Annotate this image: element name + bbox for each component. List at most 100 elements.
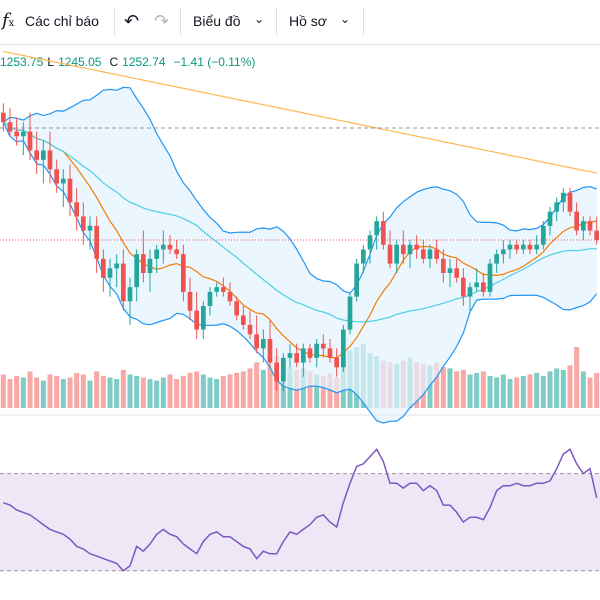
candle-body — [74, 202, 79, 217]
volume-bar — [454, 371, 460, 408]
volume-bar — [440, 366, 446, 408]
candle-body — [341, 329, 346, 368]
candle-body — [194, 310, 199, 330]
change-value: −1.41 (−0.11%) — [173, 55, 256, 69]
volume-bar — [574, 347, 580, 408]
profile-menu-button[interactable]: Hồ sơ — [289, 13, 327, 29]
volume-bar — [594, 372, 600, 408]
volume-bar — [187, 372, 193, 408]
bollinger-upper — [2, 86, 597, 294]
volume-bar — [80, 374, 86, 408]
undo-icon[interactable]: ↶ — [124, 11, 140, 31]
candle-body — [401, 244, 406, 255]
candle-body — [201, 306, 206, 330]
volume-bar — [320, 376, 326, 408]
volume-bar — [7, 379, 13, 408]
candle-body — [441, 258, 446, 273]
candle-body — [261, 339, 266, 349]
candle-body — [467, 287, 473, 297]
candle-body — [141, 254, 146, 273]
candle-body — [367, 235, 373, 250]
candle-body — [307, 348, 313, 358]
open-value: 1253.75 — [0, 55, 44, 69]
rsi-pane — [0, 414, 600, 572]
candle-body — [434, 249, 439, 259]
volume-bar — [500, 374, 506, 408]
rsi-polyline — [3, 448, 598, 572]
candles — [1, 103, 599, 391]
volume-bar — [54, 376, 60, 408]
candle-body — [321, 343, 326, 349]
candle-body — [254, 334, 259, 349]
volume-bar — [494, 377, 500, 408]
candle-body — [447, 268, 453, 273]
candle-body — [574, 211, 579, 231]
candle-body — [14, 131, 19, 137]
candle-body — [381, 221, 386, 245]
candle-body — [294, 353, 299, 363]
volume-bar — [20, 377, 26, 408]
volume-bar — [460, 369, 466, 408]
candle-body — [214, 287, 219, 292]
chart-menu-button[interactable]: Biểu đồ — [193, 13, 241, 29]
candle-body — [347, 296, 353, 330]
volume-bar — [27, 371, 33, 408]
fx-icon[interactable]: fx — [2, 10, 14, 31]
volume-bar — [174, 379, 180, 408]
candle-body — [101, 258, 106, 278]
volume-bar — [147, 379, 153, 408]
volume-bar — [447, 368, 453, 408]
candle-body — [521, 244, 526, 250]
volume-bar — [207, 377, 213, 408]
volume-bar — [114, 379, 120, 408]
candle-body — [87, 225, 93, 231]
indicators-button[interactable]: Các chỉ báo — [25, 13, 99, 29]
volume-bar — [214, 379, 220, 408]
ohlc-legend: 1253.75 L 1245.05 C 1252.74 −1.41 (−0.11%) — [0, 55, 259, 69]
volume-bar — [247, 368, 253, 408]
guide-lines — [0, 127, 600, 241]
redo-icon[interactable]: ↷ — [154, 11, 170, 31]
volume-bar — [534, 372, 540, 408]
volume-bar — [507, 379, 513, 408]
moving-averages — [2, 50, 597, 359]
volume-bar — [554, 368, 560, 408]
candle-body — [394, 244, 399, 264]
volume-bar — [467, 374, 473, 408]
volume-bar — [547, 371, 553, 408]
volume-bar — [34, 377, 40, 408]
volume-bar — [60, 379, 66, 408]
volume-bar — [307, 371, 313, 408]
chevron-down-icon[interactable]: ⌄ — [254, 12, 265, 26]
volume-bar — [254, 362, 260, 408]
candle-body — [421, 249, 426, 259]
volume-bar — [480, 371, 486, 408]
volume-bar — [107, 377, 113, 408]
toolbar-divider — [114, 8, 115, 36]
candle-body — [267, 339, 273, 363]
candle-body — [581, 221, 586, 231]
candle-body — [507, 244, 513, 250]
candle-body — [34, 150, 39, 160]
fx-symbol: f — [2, 10, 9, 31]
candle-body — [514, 244, 519, 250]
toolbar-divider — [363, 8, 364, 36]
volume-bar — [120, 369, 126, 408]
candle-body — [587, 221, 593, 231]
volume-bar — [227, 374, 233, 408]
candle-body — [187, 291, 193, 311]
candle-body — [454, 268, 459, 278]
candle-body — [147, 258, 153, 273]
chevron-down-icon[interactable]: ⌄ — [340, 12, 351, 26]
volume-bar — [314, 374, 320, 408]
candle-body — [354, 263, 359, 297]
candle-body — [387, 244, 393, 264]
candle-body — [374, 221, 379, 236]
toolbar-divider — [276, 8, 277, 36]
volume-bar — [434, 362, 440, 408]
volume-bar — [220, 376, 226, 408]
volume-bar — [194, 371, 200, 408]
rsi-band — [0, 473, 600, 571]
volume-bar — [167, 374, 173, 408]
